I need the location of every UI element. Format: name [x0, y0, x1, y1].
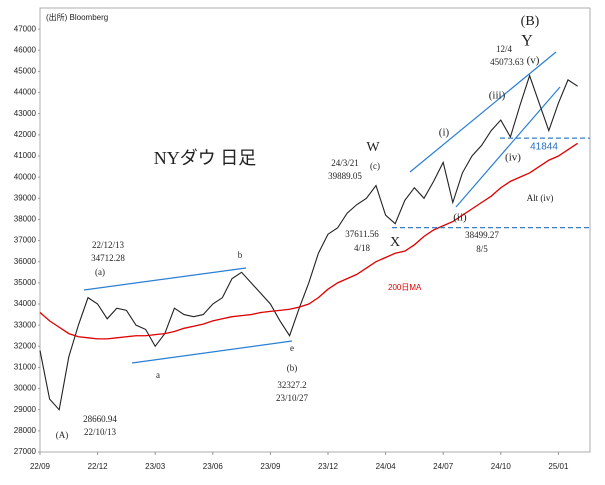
annotation: (iv)	[505, 152, 521, 164]
y-tick-label: 40000	[14, 172, 37, 181]
source: (出所) Bloomberg	[46, 12, 108, 22]
y-tick-label: 43000	[14, 109, 37, 118]
annotation: 8/5	[476, 244, 488, 254]
y-tick-label: 31000	[14, 363, 37, 372]
x-tick-label: 23/09	[260, 462, 281, 471]
plot-frame	[39, 7, 591, 453]
annotation: 23/10/27	[276, 393, 309, 403]
x-tick-label: 25/01	[548, 462, 569, 471]
x-tick-label: 23/06	[203, 462, 224, 471]
annotation: a	[156, 370, 160, 380]
y-tick-label: 44000	[14, 88, 37, 97]
annotation: Alt (iv)	[527, 193, 554, 203]
annotation: (iii)	[489, 90, 506, 102]
x-tick-label: 24/10	[491, 462, 512, 471]
y-tick-label: 29000	[14, 405, 37, 414]
annotation: W	[366, 140, 380, 155]
annotation: 38499.27	[465, 230, 499, 240]
annotation: 37611.56	[345, 229, 379, 239]
x-tick-label: 24/07	[433, 462, 454, 471]
annotation: (a)	[95, 267, 105, 277]
x-tick-label: 22/12	[88, 462, 109, 471]
y-tick-label: 39000	[14, 193, 37, 202]
y-tick-label: 41000	[14, 151, 37, 160]
trend-lines	[83, 51, 561, 364]
annotation: 28660.94	[83, 414, 117, 424]
y-tick-label: 36000	[14, 257, 37, 266]
price-line	[39, 73, 578, 411]
y-tick-label: 33000	[14, 320, 37, 329]
chart-title: NYダウ 日足	[154, 148, 257, 168]
annotation: 4/18	[354, 243, 371, 253]
annotation: (c)	[370, 161, 380, 171]
y-tick-label: 38000	[14, 215, 37, 224]
annotation: (v)	[527, 55, 540, 67]
x-tick-label: 23/03	[145, 462, 166, 471]
annotation: 12/4	[496, 44, 513, 54]
annotation: 24/3/21	[331, 158, 359, 168]
trend-line	[131, 340, 293, 364]
y-tick-label: 28000	[14, 426, 37, 435]
annotation: Y	[521, 33, 533, 50]
y-tick-label: 35000	[14, 278, 37, 287]
y-tick-label: 30000	[14, 384, 37, 393]
y-tick-label: 47000	[14, 24, 37, 33]
y-tick-label: 32000	[14, 341, 37, 350]
annotation: X	[390, 235, 400, 250]
x-tick-label: 24/04	[376, 462, 397, 471]
trend-line	[409, 51, 557, 173]
trend-line	[83, 267, 247, 291]
y-tick-label: 45000	[14, 67, 37, 76]
y-tick-label: 34000	[14, 299, 37, 308]
y-tick-label: 27000	[14, 447, 37, 456]
y-tick-label: 37000	[14, 236, 37, 245]
annotation: b	[238, 250, 243, 260]
annotation: 45073.63	[490, 57, 524, 67]
annotation: e	[290, 343, 294, 353]
x-tick-label: 23/12	[318, 462, 339, 471]
ma-line	[39, 142, 578, 340]
annotation: (B)	[521, 14, 540, 29]
level-label: 41844	[530, 142, 558, 153]
y-tick-label: 46000	[14, 45, 37, 54]
annotation: 34712.28	[91, 253, 125, 263]
annotation: (i)	[439, 127, 450, 139]
trend-line	[455, 86, 561, 208]
annotation: 22/12/13	[92, 240, 125, 250]
annotation: 22/10/13	[84, 427, 117, 437]
annotation: 32327.2	[277, 380, 306, 390]
annotation: 39889.05	[328, 171, 362, 181]
annotation: (ii)	[453, 212, 467, 224]
annotation: (b)	[287, 363, 298, 373]
annotation: (A)	[56, 430, 69, 440]
series-label: 200日MA	[388, 283, 422, 292]
y-tick-label: 42000	[14, 130, 37, 139]
x-tick-label: 22/09	[30, 462, 51, 471]
